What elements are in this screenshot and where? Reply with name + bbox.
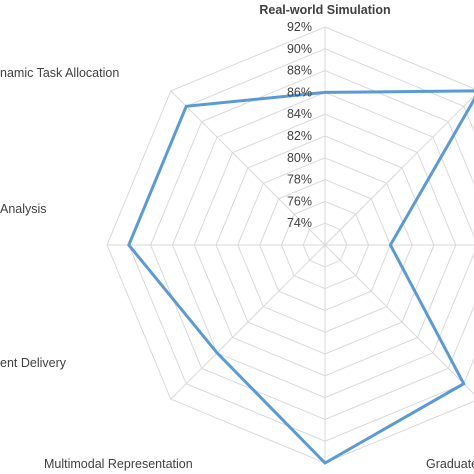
axis-label: Real-world Simulation (259, 3, 390, 17)
tick-label: 92% (287, 20, 312, 34)
tick-labels: 74% 76% 78% 80% 82% 84% 86% 88% 90% 92% (287, 20, 312, 230)
tick-label: 90% (287, 42, 312, 56)
tick-label: 86% (287, 85, 312, 99)
axis-spoke (170, 244, 326, 400)
axis-label: Analysis (0, 202, 47, 216)
tick-label: 82% (287, 129, 312, 143)
series-layer (127, 89, 474, 465)
tick-label: 88% (287, 64, 312, 78)
axis-spokes (107, 27, 474, 463)
axis-spoke (324, 244, 474, 395)
axis-labels: Real-world Simulation Graduated Multimodal… (0, 3, 474, 471)
axis-spoke (324, 95, 474, 246)
tick-label: 78% (287, 173, 312, 187)
axis-spoke (170, 90, 326, 246)
tick-label: 76% (287, 194, 312, 208)
axis-label: Multimodal Representation (44, 457, 193, 471)
series-line (127, 89, 474, 465)
axis-label: ent Delivery (0, 356, 67, 370)
tick-label: 74% (287, 216, 312, 230)
tick-label: 80% (287, 151, 312, 165)
tick-label: 84% (287, 107, 312, 121)
axis-label: namic Task Allocation (0, 66, 119, 80)
axis-label: Graduated (426, 457, 474, 471)
